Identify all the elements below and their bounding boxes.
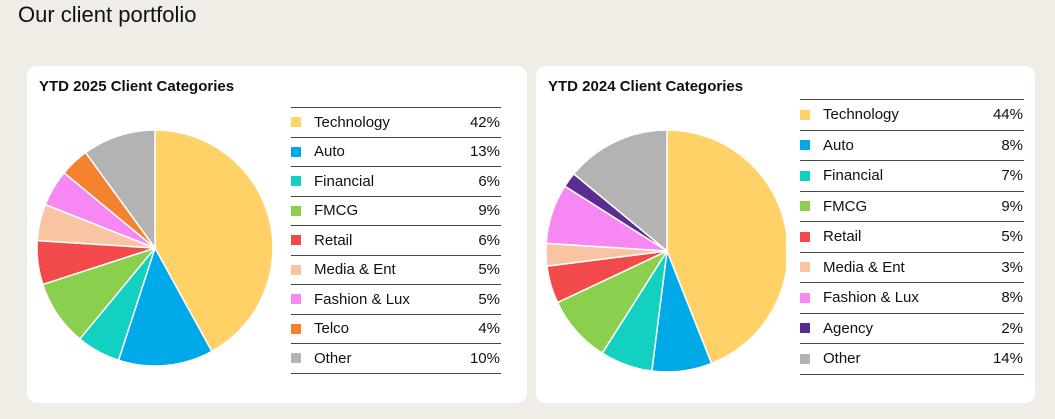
legend-item-other: Other 10% (291, 344, 501, 374)
legend-swatch (291, 146, 301, 157)
chart-card-2024: YTD 2024 Client Categories Technology 44%… (536, 66, 1035, 403)
chart-card-2025: YTD 2025 Client Categories Technology 42%… (27, 66, 527, 403)
legend-label: Other (314, 349, 352, 367)
legend-swatch (800, 292, 810, 303)
legend-label: Media & Ent (823, 258, 905, 276)
legend-item-agency: Agency 2% (800, 314, 1024, 344)
legend-percent: 13% (469, 143, 500, 161)
legend-label: Media & Ent (314, 261, 396, 279)
legend-item-retail: Retail 5% (800, 222, 1024, 253)
legend-percent: 7% (1001, 167, 1023, 185)
pie-slice-other (572, 129, 668, 253)
legend-swatch (800, 201, 810, 212)
legend-label: Technology (823, 106, 899, 124)
legend-swatch (291, 323, 301, 334)
legend-swatch (800, 262, 810, 273)
legend-item-financial: Financial 6% (291, 167, 501, 197)
pie-chart-2024 (545, 129, 786, 373)
legend-item-financial: Financial 7% (800, 161, 1024, 192)
legend-swatch (800, 323, 810, 334)
legend-label: FMCG (823, 197, 868, 215)
legend-item-technology: Technology 44% (800, 100, 1024, 131)
legend-item-media-and-ent: Media & Ent 3% (800, 253, 1024, 283)
legend-percent: 9% (1001, 197, 1023, 215)
legend-swatch (291, 176, 301, 187)
legend-2025: Technology 42% Auto 13% Financial 6% FMCG 9% Ret… (291, 107, 501, 374)
legend-item-retail: Retail 6% (291, 226, 501, 256)
legend-swatch (291, 117, 301, 128)
legend-percent: 3% (1001, 258, 1023, 276)
pie-slice-technology (154, 129, 274, 353)
legend-percent: 10% (469, 349, 500, 367)
legend-item-fmcg: FMCG 9% (291, 197, 501, 226)
legend-percent: 44% (992, 106, 1023, 124)
legend-item-technology: Technology 42% (291, 108, 501, 138)
pie-chart-2025 (36, 129, 274, 367)
pie-slice-technology (666, 129, 786, 365)
legend-percent: 9% (478, 202, 500, 220)
legend-swatch (291, 264, 301, 275)
legend-item-telco: Telco 4% (291, 315, 501, 344)
legend-percent: 5% (478, 261, 500, 279)
legend-percent: 2% (1001, 319, 1023, 337)
legend-swatch (800, 109, 810, 120)
legend-label: Fashion & Lux (314, 290, 410, 308)
legend-label: Fashion & Lux (823, 289, 919, 307)
legend-swatch (291, 235, 301, 246)
legend-label: Agency (823, 319, 874, 337)
legend-item-fmcg: FMCG 9% (800, 192, 1024, 222)
legend-swatch (800, 170, 810, 181)
legend-swatch (800, 140, 810, 151)
page-title: Our client portfolio (18, 2, 197, 27)
legend-label: Retail (314, 231, 353, 249)
legend-percent: 5% (1001, 228, 1023, 246)
legend-swatch (291, 205, 301, 216)
legend-label: Financial (314, 172, 375, 190)
legend-label: FMCG (314, 202, 359, 220)
legend-label: Technology (314, 113, 390, 131)
legend-swatch (291, 294, 301, 305)
legend-2024: Technology 44% Auto 8% Financial 7% FMCG 9% Reta… (800, 99, 1024, 375)
legend-swatch (800, 231, 810, 242)
legend-item-media-and-ent: Media & Ent 5% (291, 256, 501, 285)
legend-label: Auto (823, 136, 854, 154)
pie-slice-other (84, 129, 156, 251)
legend-percent: 6% (478, 231, 500, 249)
legend-percent: 4% (478, 320, 500, 338)
legend-label: Other (823, 350, 861, 368)
legend-swatch (800, 353, 810, 364)
legend-percent: 8% (1001, 289, 1023, 307)
legend-percent: 14% (992, 350, 1023, 368)
legend-swatch (291, 353, 301, 364)
legend-item-fashion-and-lux: Fashion & Lux 5% (291, 285, 501, 315)
legend-item-auto: Auto 13% (291, 138, 501, 167)
legend-item-fashion-and-lux: Fashion & Lux 8% (800, 283, 1024, 314)
legend-item-other: Other 14% (800, 344, 1024, 375)
legend-label: Auto (314, 143, 345, 161)
legend-percent: 42% (469, 113, 500, 131)
legend-label: Retail (823, 228, 862, 246)
pie-slice-auto (117, 246, 213, 367)
legend-percent: 8% (1001, 136, 1023, 154)
chart-title: YTD 2024 Client Categories (548, 78, 744, 95)
legend-percent: 6% (478, 172, 500, 190)
legend-percent: 5% (478, 290, 500, 308)
legend-item-auto: Auto 8% (800, 131, 1024, 161)
legend-label: Financial (823, 167, 884, 185)
chart-title: YTD 2025 Client Categories (39, 78, 235, 95)
legend-label: Telco (314, 320, 350, 338)
